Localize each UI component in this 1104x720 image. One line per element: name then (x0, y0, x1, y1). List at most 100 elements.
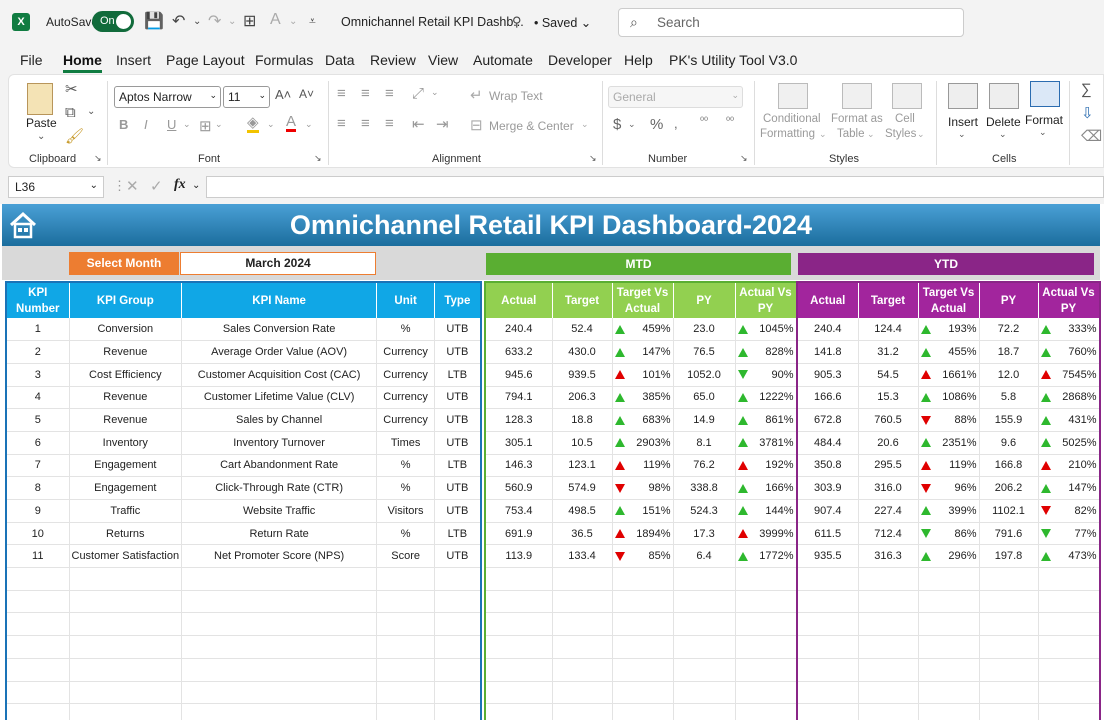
py-cell[interactable]: 18.7 (979, 340, 1039, 364)
autosum-icon[interactable]: ∑ (1081, 81, 1092, 98)
py-cell[interactable]: 14.9 (673, 408, 736, 432)
empty-cell[interactable] (181, 681, 378, 705)
comma-style-icon[interactable]: , (674, 116, 678, 131)
tab-developer[interactable]: Developer (548, 52, 612, 68)
empty-cell[interactable] (434, 681, 482, 705)
type-cell[interactable]: LTB (434, 522, 482, 546)
tab-page-layout[interactable]: Page Layout (166, 52, 245, 68)
empty-cell[interactable] (485, 590, 553, 614)
target-cell[interactable]: 133.4 (552, 544, 613, 569)
kpi-group-cell[interactable]: Cost Efficiency (69, 363, 183, 387)
format-painter-icon[interactable]: 🖌 (65, 128, 85, 145)
avp-cell[interactable]: 760% (1038, 340, 1100, 364)
kpi-number-cell[interactable]: 10 (6, 522, 70, 546)
format-as-table-label-2[interactable]: Table (837, 128, 865, 140)
empty-cell[interactable] (552, 681, 613, 705)
unit-cell[interactable]: Currency (376, 386, 436, 410)
py-cell[interactable]: 155.9 (979, 408, 1039, 432)
empty-cell[interactable] (6, 681, 70, 705)
empty-cell[interactable] (434, 635, 482, 659)
customize-toolbar-icon[interactable]: ⩡ (309, 14, 316, 28)
empty-cell[interactable] (673, 681, 736, 705)
kpi-number-cell[interactable]: 3 (6, 363, 70, 387)
type-cell[interactable]: UTB (434, 340, 482, 364)
empty-cell[interactable] (1038, 590, 1100, 614)
empty-cell[interactable] (1038, 658, 1100, 682)
font-name-select[interactable]: Aptos Narrow ⌄ (114, 86, 221, 108)
unit-cell[interactable]: Times (376, 431, 436, 455)
empty-cell[interactable] (6, 635, 70, 659)
empty-cell[interactable] (979, 681, 1039, 705)
tva-cell[interactable]: 455% (918, 340, 980, 364)
tab-review[interactable]: Review (370, 52, 416, 68)
type-cell[interactable]: UTB (434, 408, 482, 432)
empty-cell[interactable] (735, 590, 797, 614)
avp-cell[interactable]: 90% (735, 363, 797, 387)
merge-center-button[interactable]: Merge & Center (489, 119, 574, 133)
borders-dropdown-icon[interactable]: ⌄ (215, 119, 223, 129)
py-cell[interactable]: 338.8 (673, 476, 736, 500)
empty-cell[interactable] (552, 590, 613, 614)
kpi-group-cell[interactable]: Engagement (69, 476, 183, 500)
empty-cell[interactable] (552, 703, 613, 720)
empty-cell[interactable] (434, 612, 482, 637)
py-cell[interactable]: 6.4 (673, 544, 736, 569)
kpi-name-cell[interactable]: Click-Through Rate (CTR) (181, 476, 378, 500)
py-cell[interactable]: 8.1 (673, 431, 736, 455)
empty-cell[interactable] (376, 681, 436, 705)
empty-cell[interactable] (673, 635, 736, 659)
empty-cell[interactable] (69, 635, 183, 659)
empty-cell[interactable] (1038, 703, 1100, 720)
unit-cell[interactable]: % (376, 476, 436, 500)
empty-cell[interactable] (552, 612, 613, 637)
unit-cell[interactable]: Score (376, 544, 436, 569)
tab-data[interactable]: Data (325, 52, 355, 68)
tva-cell[interactable]: 399% (918, 499, 980, 523)
borders-icon[interactable]: ⊞ (199, 118, 212, 135)
empty-cell[interactable] (858, 567, 919, 591)
empty-cell[interactable] (376, 703, 436, 720)
tab-view[interactable]: View (428, 52, 459, 68)
share-person-icon[interactable]: ⚲ (512, 14, 522, 29)
kpi-group-cell[interactable]: Revenue (69, 408, 183, 432)
redo-dropdown-icon[interactable]: ⌄ (228, 16, 237, 27)
fill-color-icon[interactable]: ◈ (247, 114, 259, 133)
empty-cell[interactable] (979, 567, 1039, 591)
actual-cell[interactable]: 935.5 (797, 544, 859, 569)
redo-icon[interactable]: ↷ (208, 13, 222, 30)
avp-cell[interactable]: 166% (735, 476, 797, 500)
kpi-name-cell[interactable]: Sales Conversion Rate (181, 318, 378, 342)
insert-button[interactable]: Insert (948, 115, 979, 129)
empty-cell[interactable] (735, 567, 797, 591)
actual-cell[interactable]: 691.9 (485, 522, 553, 546)
name-box[interactable]: L36 ⌄ (8, 176, 104, 198)
empty-cell[interactable] (858, 590, 919, 614)
unit-cell[interactable]: % (376, 454, 436, 478)
format-as-table-dropdown-icon[interactable]: ⌄ (867, 129, 875, 139)
font-size-select[interactable]: 11 ⌄ (223, 86, 270, 108)
empty-cell[interactable] (485, 612, 553, 637)
kpi-group-cell[interactable]: Revenue (69, 340, 183, 364)
target-cell[interactable]: 574.9 (552, 476, 613, 500)
avp-cell[interactable]: 333% (1038, 318, 1100, 342)
actual-cell[interactable]: 907.4 (797, 499, 859, 523)
type-cell[interactable]: UTB (434, 386, 482, 410)
py-cell[interactable]: 9.6 (979, 431, 1039, 455)
empty-cell[interactable] (434, 703, 482, 720)
font-color-dropdown-icon[interactable]: ⌄ (305, 119, 313, 129)
unit-cell[interactable]: Currency (376, 340, 436, 364)
target-cell[interactable]: 430.0 (552, 340, 613, 364)
target-cell[interactable]: 20.6 (858, 431, 919, 455)
target-cell[interactable]: 123.1 (552, 454, 613, 478)
currency-dropdown-icon[interactable]: ⌄ (628, 119, 636, 129)
empty-cell[interactable] (797, 635, 859, 659)
cell-styles-label[interactable]: Cell (895, 113, 915, 125)
empty-cell[interactable] (979, 635, 1039, 659)
empty-cell[interactable] (612, 635, 674, 659)
format-dropdown-icon[interactable]: ⌄ (1039, 127, 1047, 137)
tva-cell[interactable]: 151% (612, 499, 674, 523)
actual-cell[interactable]: 350.8 (797, 454, 859, 478)
py-cell[interactable]: 76.5 (673, 340, 736, 364)
empty-cell[interactable] (181, 567, 378, 591)
empty-cell[interactable] (735, 635, 797, 659)
